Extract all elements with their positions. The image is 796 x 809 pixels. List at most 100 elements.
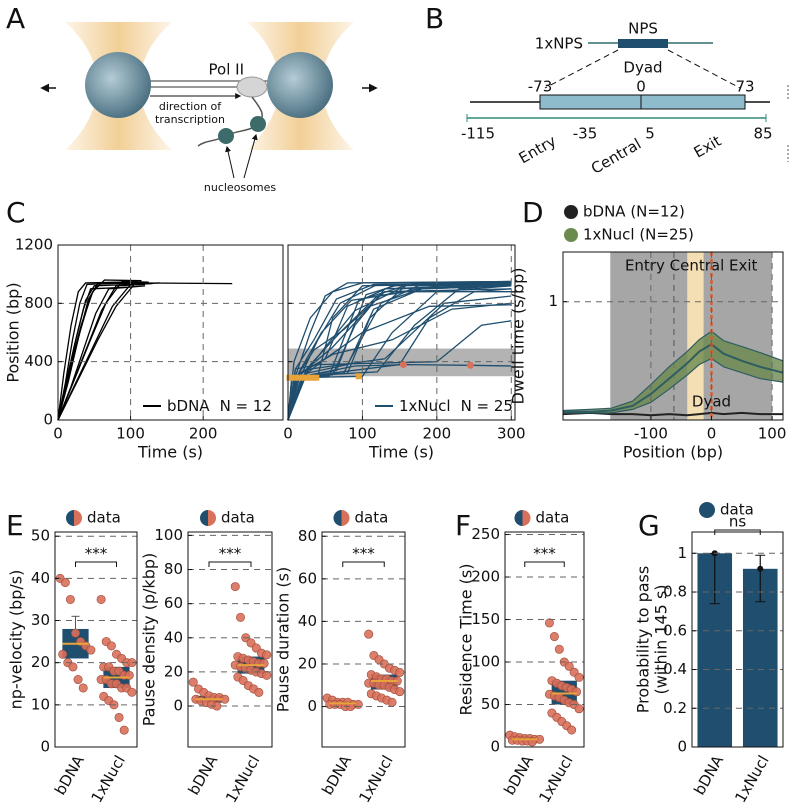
legend-marker — [564, 228, 578, 242]
data-point — [259, 658, 269, 668]
significance-label: *** — [352, 545, 375, 563]
error-band — [563, 331, 783, 413]
legend-text: bDNA (N=12) — [583, 203, 685, 221]
significance-label: *** — [533, 545, 556, 563]
legend-name: 1xNucl — [399, 397, 451, 415]
y-tick-label: 0 — [43, 411, 53, 429]
trace — [287, 280, 512, 421]
event-marker — [399, 361, 407, 369]
box-tick: 0 — [636, 78, 646, 96]
data-point — [353, 699, 363, 709]
legend-marker — [66, 510, 74, 526]
x-tick-label: 200 — [423, 425, 452, 443]
x-tick-label: bDNA — [690, 752, 727, 798]
data-point — [188, 677, 198, 687]
panel-letter: E — [6, 509, 24, 542]
plot-frame — [321, 531, 406, 748]
x-tick-label: 0 — [53, 425, 63, 443]
nps-label: NPS — [628, 20, 658, 38]
data-point — [114, 712, 124, 722]
data-point — [86, 645, 96, 655]
legend-name: bDNA — [167, 397, 210, 415]
pause-marker — [355, 373, 362, 380]
x-tick-label: 1xNucl — [535, 752, 576, 806]
significance-label: ns — [729, 513, 747, 531]
data-point — [387, 697, 397, 707]
panel-letter: C — [6, 196, 26, 229]
legend-marker — [514, 510, 523, 526]
plot-frame — [54, 531, 138, 748]
region-label: Exit — [691, 132, 725, 162]
y-tick-label: 0 — [40, 738, 50, 756]
bead — [267, 52, 333, 118]
pause-marker — [304, 374, 311, 381]
data-point — [554, 644, 564, 654]
panel-letter: D — [522, 196, 544, 229]
scale-label: -115 — [461, 125, 495, 143]
y-tick-label: 20 — [164, 662, 183, 680]
legend-text: data — [87, 509, 121, 527]
y-tick-label: 60 — [298, 569, 317, 587]
region-label: Entry — [516, 132, 560, 168]
x-tick-label: 0 — [283, 425, 293, 443]
nucleosome — [250, 116, 266, 132]
x-tick-label: bDNA — [318, 752, 355, 798]
x-tick-label: 300 — [497, 425, 526, 443]
y-tick-label: 80 — [164, 560, 183, 578]
scale-label: -35 — [573, 125, 598, 143]
data-point — [230, 582, 240, 592]
central-region — [687, 252, 704, 420]
y-tick-label: 20 — [31, 653, 50, 671]
plot-frame — [504, 531, 585, 748]
plot-bg — [188, 532, 272, 747]
legend-marker — [564, 205, 578, 219]
data-point — [119, 725, 129, 735]
legend-bg — [369, 395, 512, 417]
significance-label: *** — [219, 545, 242, 563]
legend-marker — [341, 510, 350, 526]
pause-marker — [286, 374, 293, 381]
y-tick-label: 60 — [164, 594, 183, 612]
zoom-line — [544, 49, 619, 89]
pause-marker — [290, 374, 297, 381]
data-point — [364, 629, 374, 639]
pause-marker — [299, 374, 306, 381]
y-tick-label: 50 — [481, 695, 500, 713]
direction-label: direction of — [159, 100, 222, 113]
x-tick-label: 100 — [758, 425, 787, 443]
trace — [287, 280, 512, 421]
data-point — [78, 683, 88, 693]
data-point — [549, 632, 559, 642]
plot-bg — [58, 245, 283, 420]
panel-letter: B — [425, 2, 444, 35]
legend-text: data — [355, 509, 389, 527]
diagram-b: B 1xNPS NPS Dyad -73 0 73 -115 -35 5 85 … — [425, 2, 789, 178]
legend-marker — [208, 510, 216, 526]
y-axis-label: Dwell time (s/bp) — [509, 268, 528, 405]
y-axis-label: (within 145 s) — [652, 584, 671, 694]
arrow — [243, 133, 258, 179]
x-axis-label: Position (bp) — [623, 443, 723, 462]
data-point — [68, 662, 78, 672]
data-point — [395, 687, 405, 697]
scale-label: 5 — [645, 125, 655, 143]
y-tick-label: 250 — [471, 525, 500, 543]
data-point — [71, 628, 81, 638]
panel-letter: G — [638, 509, 660, 542]
y-tick-label: 40 — [164, 628, 183, 646]
region-label: Entry Central Exit — [625, 257, 758, 275]
data-point — [106, 641, 116, 651]
series-line — [563, 343, 784, 413]
y-tick-label: 10 — [31, 695, 50, 713]
x-tick-label: bDNA — [51, 752, 88, 798]
box-tick: 73 — [735, 78, 754, 96]
x-tick-label: bDNA — [184, 752, 221, 798]
series-line — [562, 411, 783, 417]
data-point — [574, 704, 584, 714]
x-tick-label: 1xNucl — [731, 752, 772, 806]
dyad-label: Dyad — [623, 59, 662, 77]
zoom-line — [667, 49, 741, 89]
y-tick-label: 40 — [31, 569, 50, 587]
scale-label: 85 — [753, 125, 772, 143]
legend-text: bDNA N = 12 — [167, 397, 272, 415]
